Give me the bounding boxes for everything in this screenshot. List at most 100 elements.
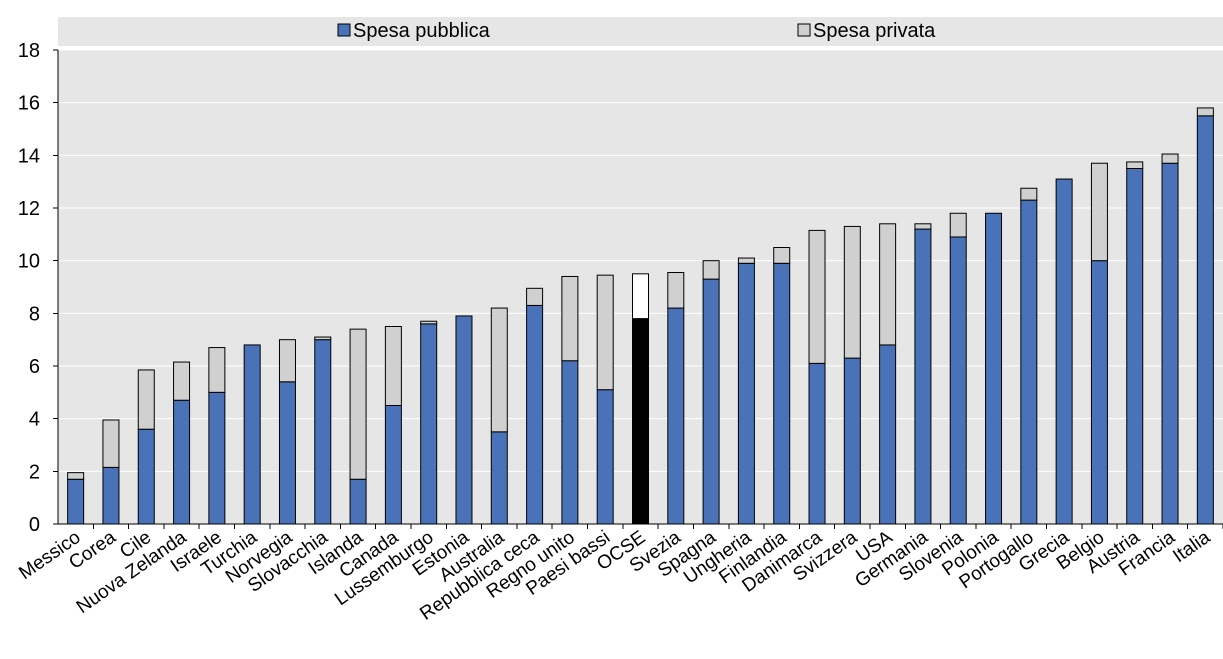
bar-spesa-pubblica-ocse bbox=[632, 318, 649, 525]
bar-spesa-privata-austria bbox=[1126, 161, 1144, 170]
bar-group-ocse bbox=[632, 273, 649, 525]
bar-spesa-privata-norvegia bbox=[278, 339, 296, 383]
bar-spesa-pubblica-svizzera bbox=[843, 357, 861, 525]
bar-spesa-privata-svezia bbox=[667, 272, 685, 309]
y-tick-label: 14 bbox=[18, 145, 40, 167]
bar-spesa-pubblica-francia bbox=[1161, 162, 1179, 525]
bar-spesa-pubblica-lussemburgo bbox=[420, 323, 438, 525]
legend-swatch-spesa-privata bbox=[797, 23, 811, 37]
bar-group-austria bbox=[1126, 161, 1144, 525]
bar-spesa-pubblica-danimarca bbox=[808, 362, 826, 525]
y-tick-label: 10 bbox=[18, 251, 40, 273]
legend-swatch-spesa-pubblica bbox=[337, 23, 351, 37]
bar-spesa-pubblica-paesi-bassi bbox=[596, 389, 614, 525]
y-tick-label: 16 bbox=[18, 93, 40, 115]
bar-group-finlandia bbox=[773, 247, 791, 525]
bar-spesa-pubblica-spagna bbox=[702, 278, 720, 525]
y-tick-label: 0 bbox=[29, 514, 40, 536]
bar-spesa-privata-slovenia bbox=[949, 212, 967, 238]
bar-group-canada bbox=[384, 326, 402, 525]
bar-group-spagna bbox=[702, 260, 720, 525]
bar-spesa-privata-lussemburgo bbox=[420, 320, 438, 325]
bar-group-slovacchia bbox=[314, 336, 332, 525]
bar-group-danimarca bbox=[808, 229, 826, 525]
legend-label-spesa-privata: Spesa privata bbox=[813, 20, 936, 42]
bar-group-polonia bbox=[985, 212, 1003, 525]
bar-spesa-privata-cile bbox=[137, 369, 155, 430]
bar-spesa-pubblica-israele bbox=[208, 391, 226, 525]
bar-spesa-pubblica-svezia bbox=[667, 307, 685, 525]
bar-spesa-pubblica-slovacchia bbox=[314, 339, 332, 525]
bar-spesa-privata-israele bbox=[208, 347, 226, 393]
bar-spesa-privata-canada bbox=[384, 326, 402, 406]
bar-spesa-pubblica-germania bbox=[914, 228, 932, 525]
bar-spesa-privata-italia bbox=[1196, 107, 1214, 117]
y-tick-label: 12 bbox=[18, 198, 40, 220]
bar-spesa-pubblica-nuova-zelanda bbox=[173, 399, 191, 525]
bar-spesa-privata-corea bbox=[102, 419, 120, 468]
y-tick-label: 18 bbox=[18, 40, 40, 62]
bar-spesa-privata-slovacchia bbox=[314, 336, 332, 341]
bar-spesa-privata-ocse bbox=[632, 273, 649, 320]
y-tick-label: 8 bbox=[29, 303, 40, 325]
bars bbox=[67, 107, 1214, 525]
y-axis-ticks: 0 2 4 6 8 10 12 14 16 18 bbox=[18, 40, 58, 536]
bar-spesa-pubblica-usa bbox=[879, 344, 897, 525]
bar-group-repubblica-ceca bbox=[526, 287, 544, 525]
bar-spesa-privata-nuova-zelanda bbox=[173, 361, 191, 401]
bar-group-slovenia bbox=[949, 212, 967, 525]
bar-spesa-pubblica-slovenia bbox=[949, 236, 967, 525]
bar-group-messico bbox=[67, 472, 85, 525]
bar-spesa-privata-messico bbox=[67, 472, 85, 480]
bar-group-italia bbox=[1196, 107, 1214, 525]
bar-spesa-privata-portogallo bbox=[1020, 187, 1038, 201]
legend: Spesa pubblica Spesa privata bbox=[337, 20, 936, 42]
bar-spesa-privata-finlandia bbox=[773, 247, 791, 264]
bar-spesa-pubblica-repubblica-ceca bbox=[526, 304, 544, 525]
bar-group-usa bbox=[879, 223, 897, 525]
bar-group-ungheria bbox=[737, 257, 755, 525]
bar-spesa-pubblica-austria bbox=[1126, 168, 1144, 525]
bar-spesa-pubblica-cile bbox=[137, 428, 155, 525]
bar-group-regno-unito bbox=[561, 275, 579, 525]
bar-spesa-pubblica-grecia bbox=[1055, 178, 1073, 525]
bar-group-paesi-bassi bbox=[596, 274, 614, 525]
bar-spesa-pubblica-estonia bbox=[455, 315, 473, 525]
bar-spesa-privata-danimarca bbox=[808, 229, 826, 364]
bar-spesa-pubblica-australia bbox=[490, 431, 508, 525]
bar-spesa-privata-regno-unito bbox=[561, 275, 579, 362]
bar-group-grecia bbox=[1055, 178, 1073, 525]
bar-spesa-pubblica-corea bbox=[102, 466, 120, 525]
bar-group-belgio bbox=[1090, 162, 1108, 525]
bar-spesa-privata-ungheria bbox=[737, 257, 755, 264]
bar-spesa-privata-paesi-bassi bbox=[596, 274, 614, 391]
bar-spesa-pubblica-finlandia bbox=[773, 262, 791, 525]
bar-spesa-privata-francia bbox=[1161, 153, 1179, 164]
bar-spesa-privata-germania bbox=[914, 223, 932, 230]
bar-group-estonia bbox=[455, 315, 473, 525]
bar-group-lussemburgo bbox=[420, 320, 438, 525]
bar-spesa-pubblica-ungheria bbox=[737, 262, 755, 525]
bar-group-nuova-zelanda bbox=[173, 361, 191, 525]
bar-group-turchia bbox=[243, 344, 261, 525]
bar-spesa-pubblica-italia bbox=[1196, 115, 1214, 525]
x-tick-label-italia: Italia bbox=[1169, 527, 1214, 567]
bar-spesa-privata-spagna bbox=[702, 260, 720, 280]
y-tick-label: 6 bbox=[29, 356, 40, 378]
y-tick-label: 4 bbox=[29, 409, 40, 431]
bar-group-svezia bbox=[667, 272, 685, 525]
bar-group-corea bbox=[102, 419, 120, 525]
bar-spesa-pubblica-norvegia bbox=[278, 381, 296, 525]
legend-label-spesa-pubblica: Spesa pubblica bbox=[353, 20, 491, 42]
bar-group-svizzera bbox=[843, 225, 861, 525]
bar-group-norvegia bbox=[278, 339, 296, 525]
bar-spesa-pubblica-polonia bbox=[985, 212, 1003, 525]
bar-spesa-pubblica-belgio bbox=[1090, 260, 1108, 525]
bar-spesa-privata-usa bbox=[879, 223, 897, 346]
bar-group-israele bbox=[208, 347, 226, 525]
bar-spesa-privata-svizzera bbox=[843, 225, 861, 359]
bar-spesa-pubblica-turchia bbox=[243, 344, 261, 525]
bar-group-australia bbox=[490, 307, 508, 525]
